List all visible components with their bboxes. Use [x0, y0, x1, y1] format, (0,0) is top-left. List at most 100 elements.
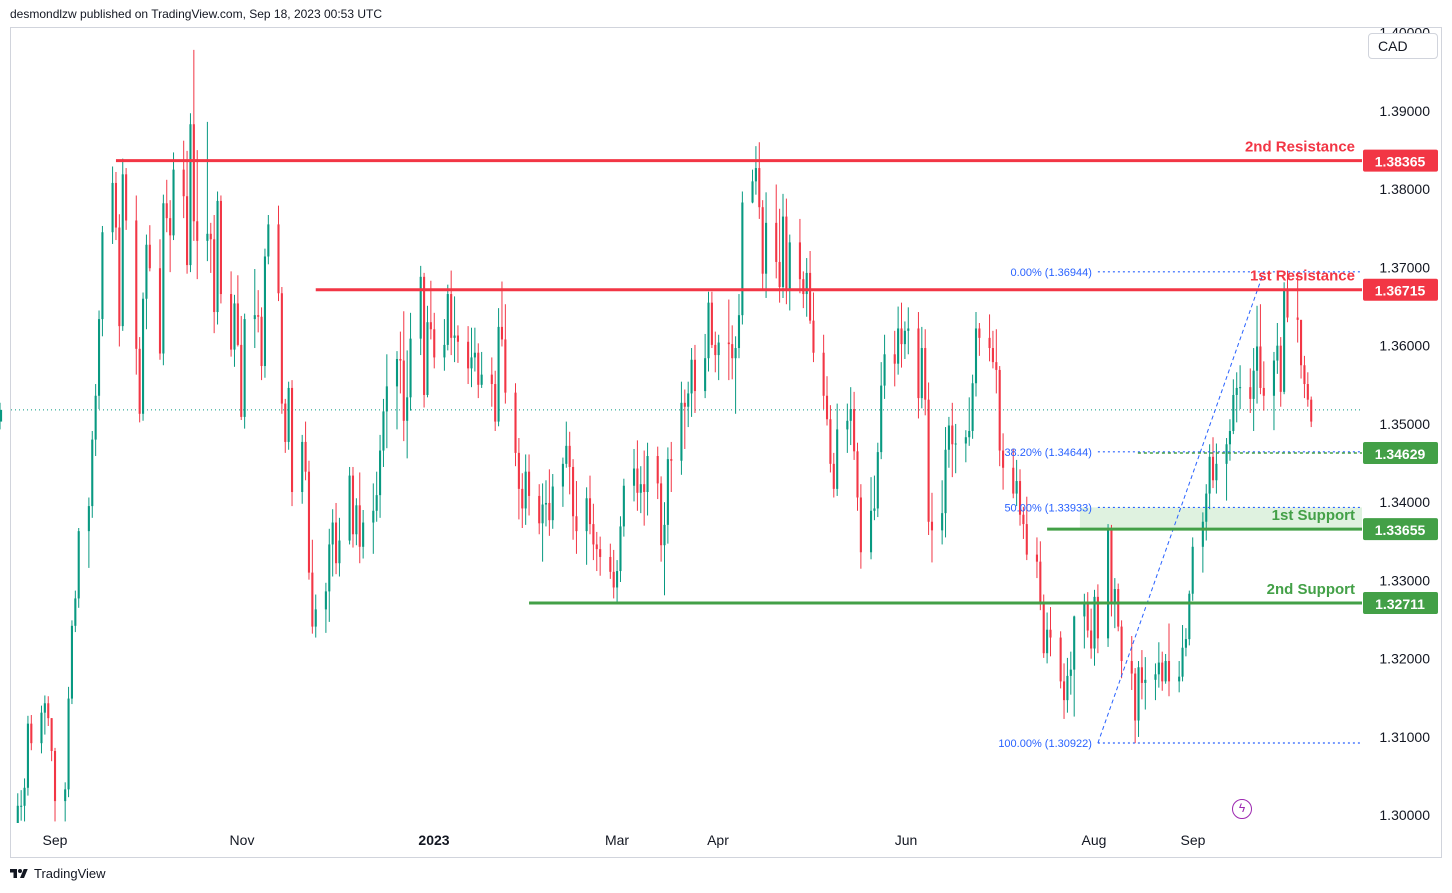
candle — [1015, 459, 1018, 507]
candle-body — [209, 233, 212, 240]
price-tag — [1363, 149, 1438, 172]
candle — [450, 270, 453, 356]
candle — [470, 327, 473, 388]
candle-body — [883, 354, 886, 386]
candle — [1096, 584, 1099, 654]
candle-body — [656, 456, 659, 484]
candle-body — [1059, 637, 1062, 682]
candle-body — [304, 441, 307, 472]
candle-body — [450, 294, 453, 338]
footer-brand[interactable]: TradingView — [10, 866, 106, 881]
candle-body — [521, 488, 524, 509]
candle — [172, 152, 175, 241]
candle-body — [1296, 317, 1299, 320]
candle-body — [196, 221, 199, 241]
candle-body — [433, 329, 436, 358]
candle — [1201, 512, 1204, 573]
candle — [588, 475, 592, 535]
candle — [1262, 361, 1265, 411]
candle-body — [125, 174, 128, 221]
candle — [609, 543, 612, 579]
candle — [900, 302, 903, 368]
candle-body — [494, 384, 497, 422]
candle-body — [1252, 370, 1255, 399]
candle — [758, 142, 761, 219]
candle — [20, 790, 23, 821]
candle — [991, 330, 994, 369]
price-tag — [1363, 518, 1438, 541]
candle-body — [236, 303, 239, 345]
x-tick-label: 2023 — [418, 832, 449, 848]
candle-body — [1310, 399, 1313, 422]
candle-body — [142, 298, 145, 414]
candle — [1259, 304, 1262, 395]
candle-body — [1107, 529, 1110, 639]
candle-body — [1096, 596, 1099, 639]
price-tag-label: 1.38365 — [1375, 154, 1426, 170]
candle — [490, 357, 493, 407]
candle — [399, 331, 402, 394]
candle — [521, 473, 524, 529]
fib-level-label: 0.00% (1.36944) — [1011, 267, 1092, 279]
flash-icon[interactable]: ϟ — [1232, 799, 1252, 819]
candle-body — [287, 387, 290, 442]
candle-body — [829, 419, 832, 464]
candle-body — [372, 510, 375, 523]
candle — [951, 402, 954, 478]
candle-body — [714, 344, 717, 356]
candle — [849, 387, 852, 446]
candle-body — [897, 328, 900, 364]
candle — [1306, 372, 1309, 407]
candle — [930, 492, 934, 563]
currency-button[interactable]: CAD — [1368, 33, 1438, 59]
candle — [1042, 594, 1045, 658]
candle — [287, 381, 290, 450]
footer-brand-label: TradingView — [34, 866, 106, 881]
candle-body — [473, 352, 476, 358]
candle-body — [561, 463, 564, 487]
y-tick-label: 1.32000 — [1379, 651, 1430, 667]
candle-body — [1035, 554, 1038, 562]
x-tick-label: Apr — [707, 832, 729, 848]
candle-body — [1164, 661, 1167, 682]
candle — [1018, 469, 1022, 526]
candle — [832, 452, 835, 498]
candle-body — [290, 387, 294, 493]
price-tag-label: 1.34629 — [1375, 446, 1426, 462]
candle-body — [1120, 626, 1123, 662]
candle — [162, 194, 165, 366]
candle-body — [954, 443, 957, 445]
price-tag — [1363, 441, 1438, 464]
candle — [125, 168, 128, 230]
tradingview-logo-icon — [10, 868, 28, 878]
candle — [1066, 657, 1069, 713]
candle — [592, 503, 595, 561]
candle-body — [609, 556, 612, 572]
candle — [1049, 607, 1052, 657]
candle — [253, 269, 256, 349]
candle — [917, 312, 920, 419]
x-tick-label: Mar — [605, 832, 629, 848]
candle-body — [169, 218, 172, 236]
candle-body — [693, 359, 697, 392]
candle — [622, 478, 625, 537]
candle — [1252, 348, 1255, 431]
price-tag-label: 1.33655 — [1375, 522, 1426, 538]
candle — [1137, 661, 1140, 737]
candle — [277, 205, 280, 302]
candle — [575, 481, 578, 554]
candle-body — [362, 522, 365, 547]
candle-body — [846, 420, 849, 430]
candle-body — [429, 322, 432, 330]
candle-body — [798, 242, 801, 280]
support-zone — [1079, 507, 1362, 530]
candle-body — [135, 220, 138, 349]
candle-body — [575, 516, 578, 532]
chart-frame — [10, 27, 1442, 858]
candle — [704, 333, 707, 399]
candle — [988, 314, 991, 362]
candle-body — [988, 337, 991, 349]
candle — [964, 430, 967, 463]
candle-body — [951, 425, 954, 445]
